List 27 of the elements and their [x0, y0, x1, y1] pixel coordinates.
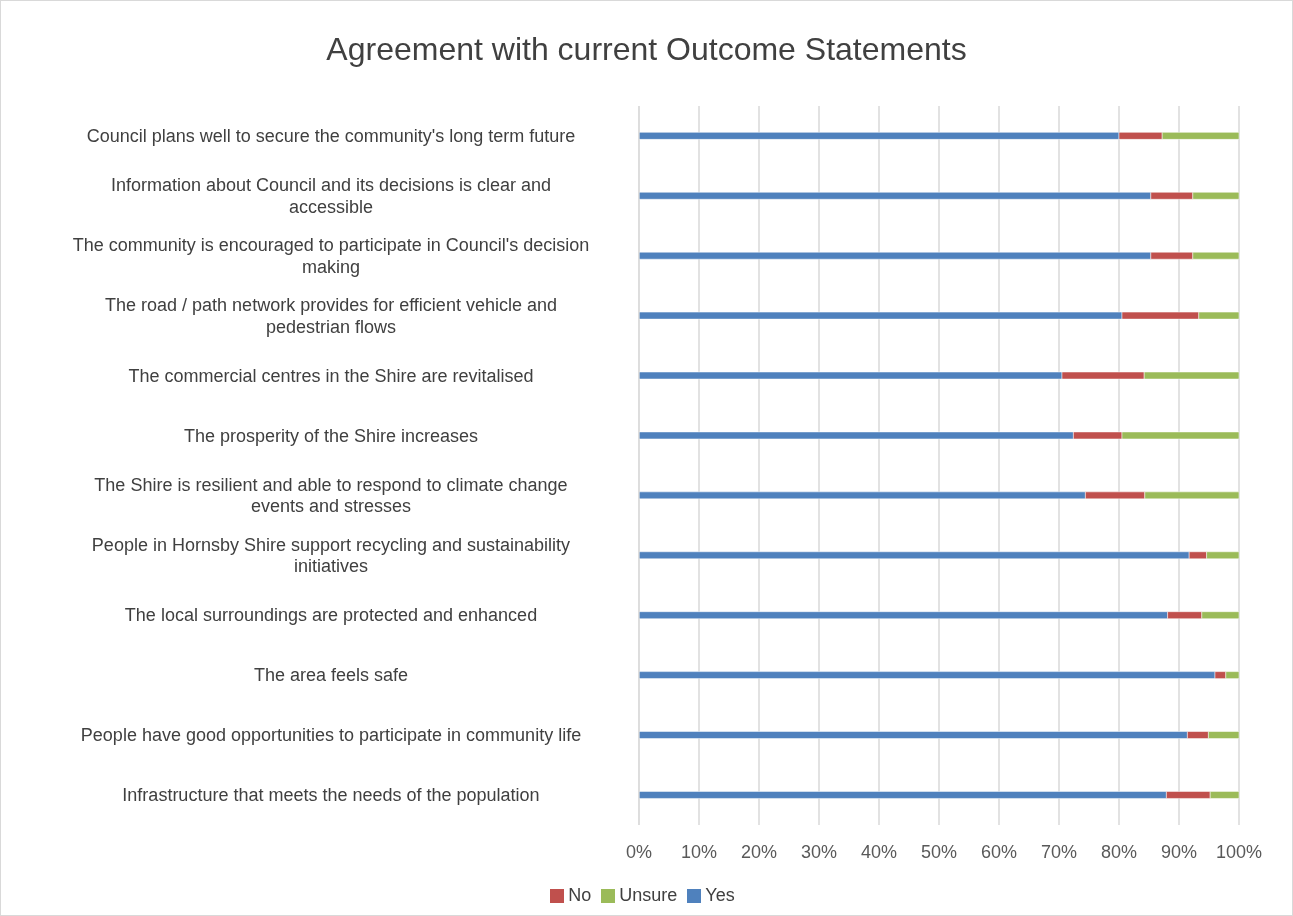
y-tick-label: The road / path network provides for efficient vehicle and pedestrian flows [105, 294, 557, 337]
y-tick-label: The commercial centres in the Shire are revitalised [128, 365, 534, 386]
x-tick-label: 90% [1160, 841, 1198, 862]
x-tick-label: 10% [680, 841, 718, 862]
legend-label: No [568, 885, 592, 905]
legend-label: Yes [705, 885, 735, 905]
y-tick-label: The local surroundings are protected and enhanced [124, 605, 538, 626]
y-tick-label: People have good opportunities to participate in community life [80, 725, 582, 746]
x-tick-label: 100% [1215, 841, 1263, 862]
y-tick-label: People in Hornsby Shire support recycling and sustainability initiatives [91, 534, 571, 577]
x-tick-label: 30% [800, 841, 838, 862]
y-tick-label: The Shire is resilient and able to respond to climate change events and stresses [94, 474, 568, 517]
y-tick-label: The prosperity of the Shire increases [183, 425, 479, 446]
legend-label: Unsure [619, 885, 678, 905]
chart-title: Agreement with current Outcome Statements [325, 31, 968, 68]
x-tick-label: 0% [625, 841, 653, 862]
x-tick-label: 40% [860, 841, 898, 862]
y-tick-label: Council plans well to secure the community's long term future [86, 125, 576, 146]
x-tick-label: 50% [920, 841, 958, 862]
y-tick-label: Information about Council and its decisions is clear and accessible [110, 175, 552, 217]
x-tick-label: 70% [1040, 841, 1078, 862]
x-tick-label: 80% [1100, 841, 1138, 862]
y-tick-label: Infrastructure that meets the needs of the population [122, 785, 540, 806]
x-tick-label: 20% [740, 841, 778, 862]
y-tick-label: The area feels safe [253, 665, 409, 686]
y-tick-label: The community is encouraged to participate in Council's decision making [72, 234, 590, 277]
x-tick-label: 60% [980, 841, 1018, 862]
